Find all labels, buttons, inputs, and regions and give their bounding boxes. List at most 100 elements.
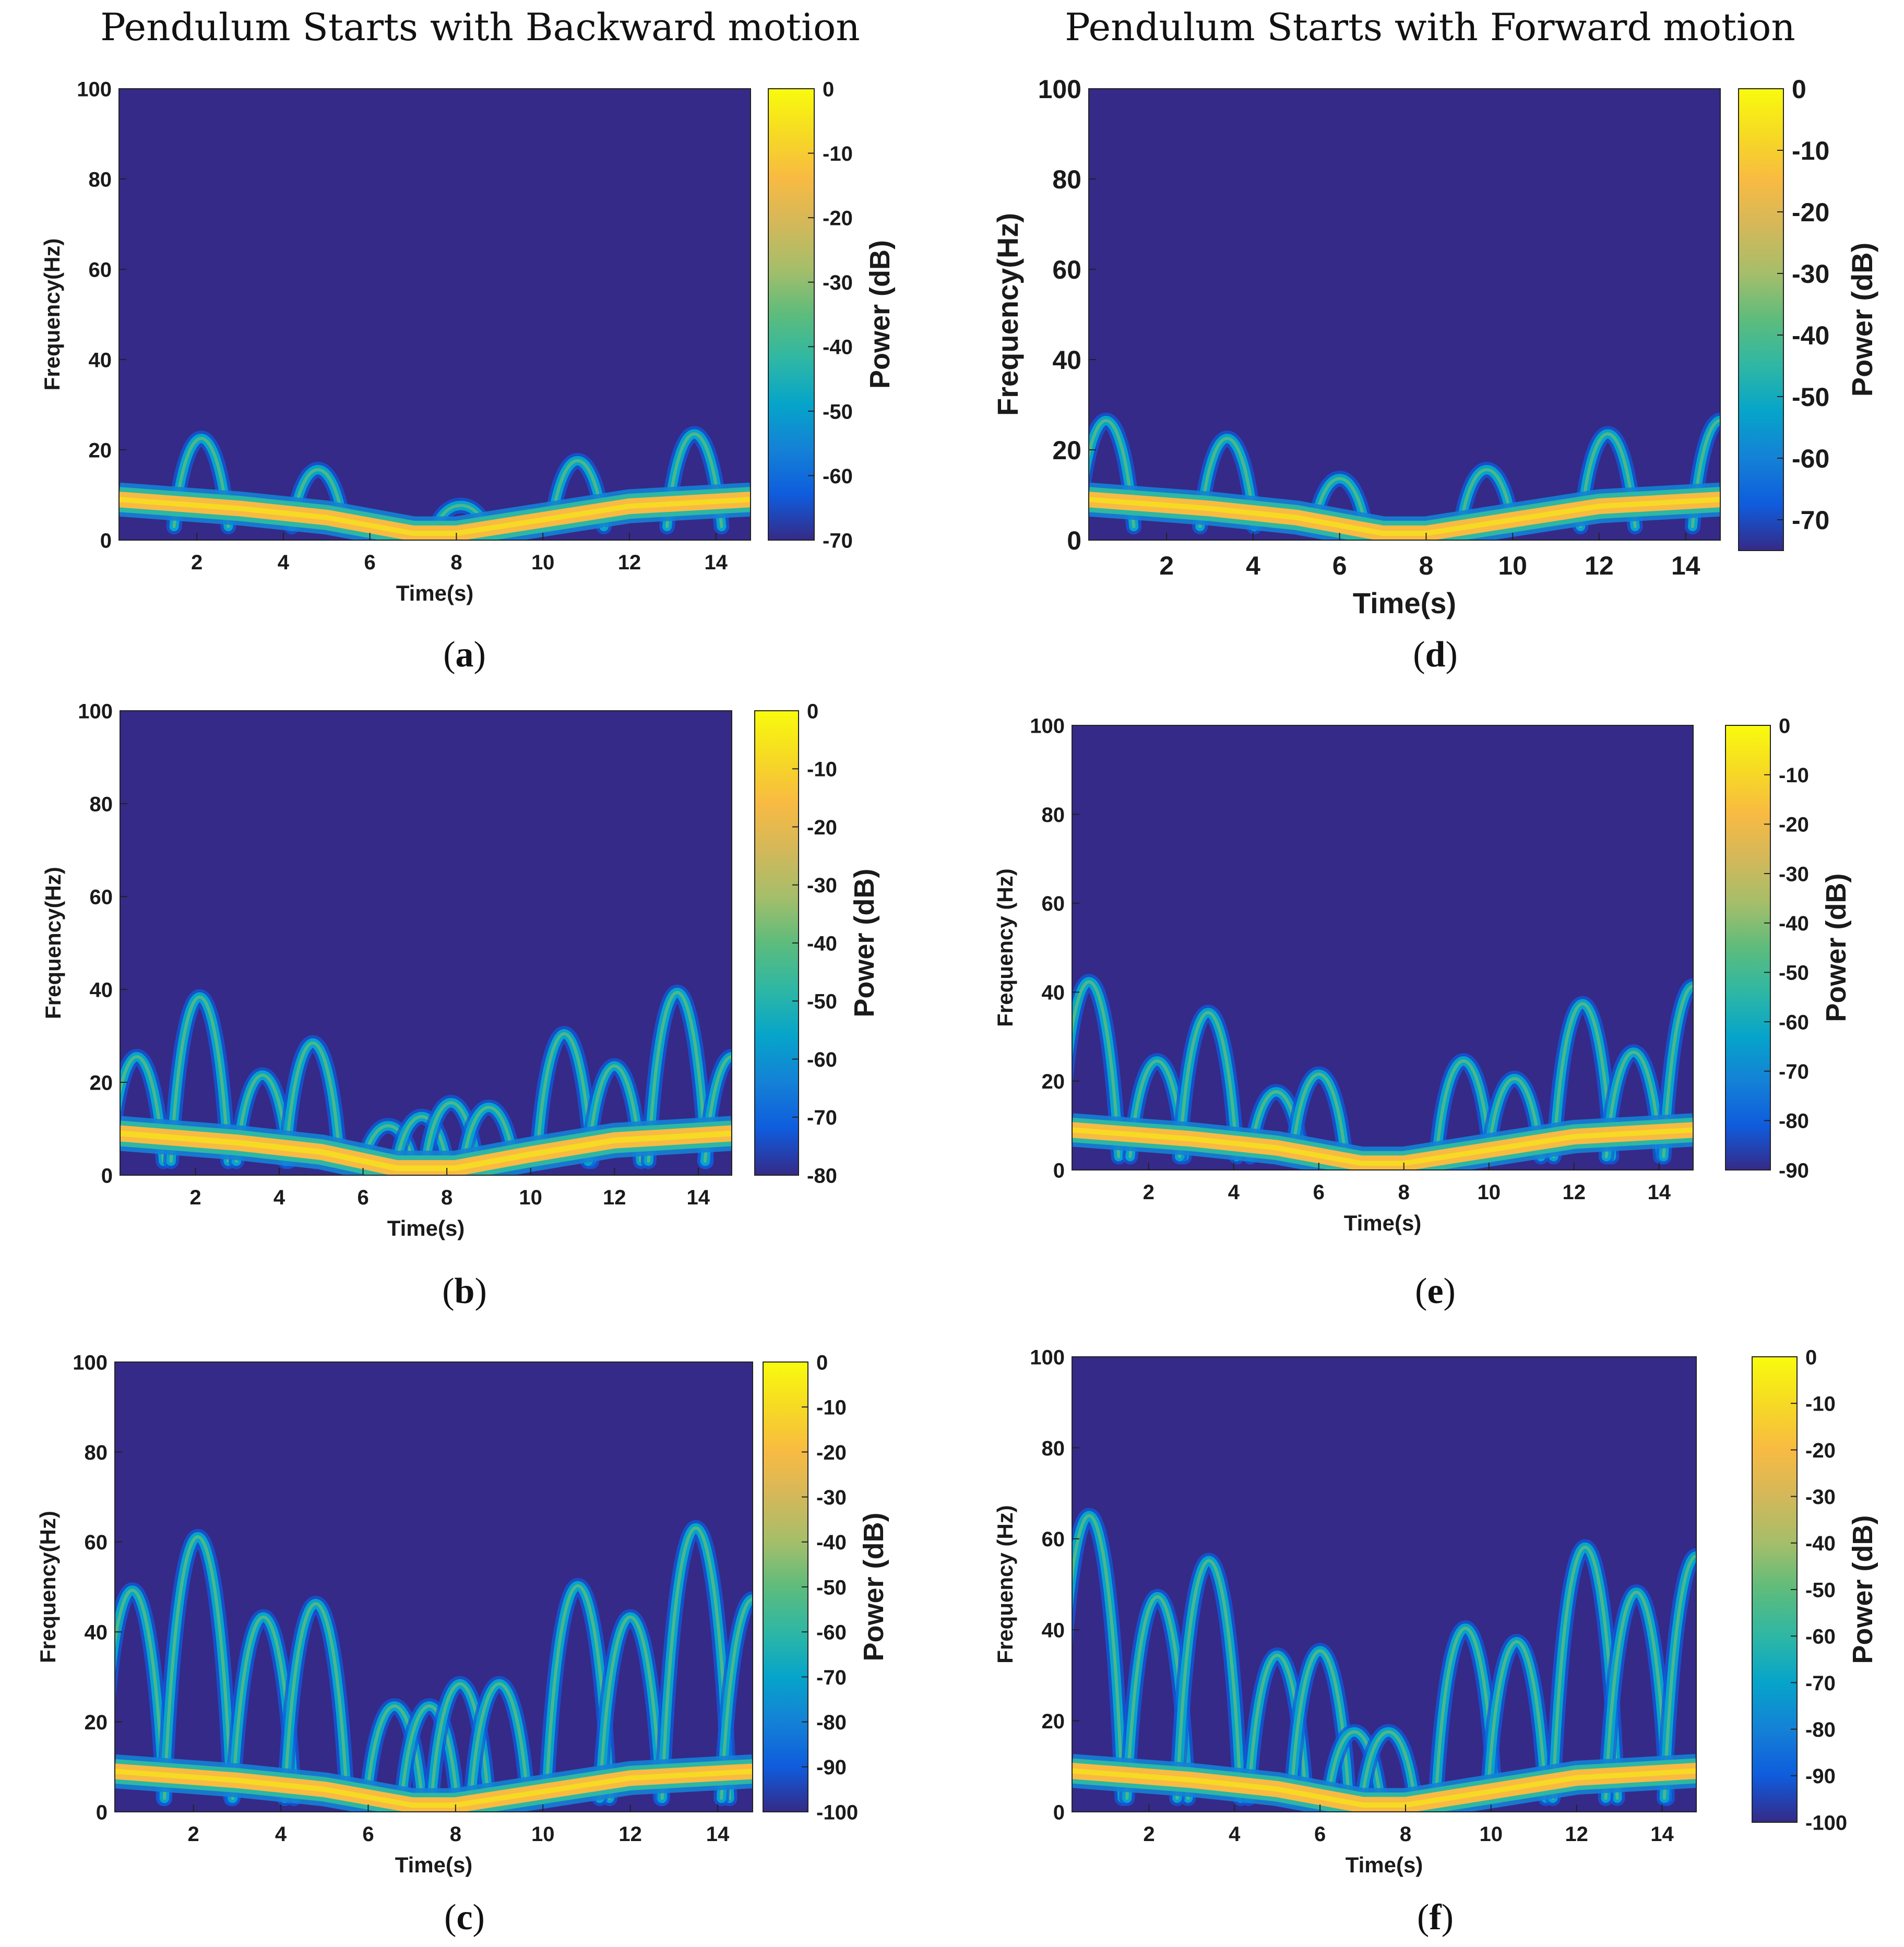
colorbar-tick-label: 0: [1792, 75, 1806, 104]
y-tick-label: 80: [1042, 804, 1065, 827]
y-tick-label: 40: [1052, 345, 1081, 375]
x-tick-label: 2: [1159, 551, 1174, 580]
colorbar-tick-label: -100: [1805, 1811, 1847, 1834]
colorbar-label: Power (dB): [1847, 1515, 1878, 1664]
colorbar-label: Power (dB): [849, 868, 880, 1017]
plot-frame: [120, 710, 732, 1176]
x-tick-label: 6: [357, 1186, 368, 1209]
x-tick-label: 2: [1143, 1823, 1155, 1846]
colorbar: [1738, 88, 1784, 551]
y-axis-label: Frequency (Hz): [993, 868, 1017, 1026]
plot-background: [1089, 89, 1720, 540]
y-tick-label: 100: [1030, 1346, 1065, 1369]
y-tick-label: 20: [89, 439, 112, 462]
x-tick-label: 10: [519, 1186, 542, 1209]
harmonic-arch-11-ridge: [660, 1526, 731, 1800]
caption-e: (e): [1415, 1271, 1456, 1311]
y-tick-label: 60: [90, 886, 113, 909]
panel-e: 2 4 6 8 10 12 14 0 20 40 60 80 100 Time(s) Frequency (…: [952, 710, 1904, 1242]
y-tick-label: 100: [73, 1351, 108, 1374]
fundamental-band-peak: [1072, 1127, 1693, 1166]
colorbar-tick-label: -50: [1792, 383, 1829, 412]
harmonic-arch-5-ridge: [1579, 432, 1637, 529]
colorbar-tick-label: -50: [807, 990, 837, 1013]
colorbar-tick-label: -70: [1805, 1672, 1836, 1695]
harmonic-arch-9-ridge: [1604, 1050, 1663, 1158]
y-tick-label: 20: [1042, 1710, 1065, 1733]
colorbar-tick-label: -10: [1792, 136, 1829, 165]
colorbar-tick-label: -30: [1779, 863, 1809, 886]
x-tick-label: 8: [450, 1823, 461, 1846]
harmonic-arch-4-ridge: [1459, 468, 1515, 529]
harmonic-arch-4-ridge: [283, 1602, 349, 1800]
colorbar-label: Power (dB): [1820, 873, 1852, 1022]
y-tick-label: 60: [1042, 1528, 1065, 1551]
right-column-title: Pendulum Starts with Forward motion: [1065, 5, 1795, 49]
x-tick-label: 6: [1332, 551, 1347, 580]
y-tick-label: 80: [1052, 165, 1081, 194]
x-tick-label: 8: [441, 1186, 453, 1209]
spectrogram-area: [1089, 413, 1720, 540]
x-tick-label: 14: [704, 551, 728, 574]
colorbar-tick-label: -40: [823, 336, 853, 359]
x-tick-label: 10: [1498, 551, 1527, 580]
colorbar-tick-label: -60: [816, 1621, 847, 1644]
colorbar-tick-label: -60: [823, 465, 853, 488]
y-tick-label: 100: [1030, 714, 1065, 737]
x-axis-label: Time(s): [1344, 1211, 1422, 1235]
colorbar-tick-label: -30: [823, 271, 853, 294]
colorbar-tick-label: -70: [823, 529, 853, 552]
caption-f: (f): [1417, 1897, 1454, 1938]
colorbar-tick-label: -50: [1805, 1579, 1836, 1602]
x-tick-label: 4: [1246, 551, 1260, 580]
x-tick-label: 8: [1398, 1181, 1410, 1204]
harmonic-arch-6-ridge: [1435, 1059, 1492, 1158]
x-tick-label: 2: [189, 1186, 201, 1209]
x-tick-label: 4: [1228, 1181, 1240, 1204]
x-tick-label: 8: [450, 551, 462, 574]
caption-b: (b): [442, 1271, 487, 1311]
y-tick-label: 40: [89, 349, 112, 372]
harmonic-arch-5-ridge: [1290, 1072, 1347, 1158]
panel-b: 2 4 6 8 10 12 14 0 20 40 60 80 100 Time(s) Frequency(H…: [0, 694, 939, 1240]
caption-d: (d): [1413, 635, 1458, 675]
panel-d: 2 4 6 8 10 12 14 0 20 40 60 80 100 Time(s) Frequency(H…: [952, 75, 1904, 619]
colorbar-tick-label: -80: [1805, 1718, 1836, 1741]
harmonic-arch-6-ridge: [400, 1704, 459, 1800]
plot-frame: [1072, 1356, 1697, 1812]
harmonic-arch-11-ridge: [647, 991, 708, 1163]
plot-frame: [114, 1361, 753, 1812]
colorbar-tick-label: -20: [1792, 198, 1829, 227]
caption-c: (c): [444, 1897, 485, 1938]
x-tick-label: 14: [706, 1823, 730, 1846]
colorbar-label: Power (dB): [858, 1512, 889, 1661]
y-axis-label: Frequency(Hz): [41, 867, 65, 1019]
harmonic-arch-1-ridge: [1072, 1514, 1124, 1800]
panel-a: 2 4 6 8 10 12 14 0 20 40 60 80 100 Time(s) Frequency(H…: [0, 78, 939, 611]
harmonic-arch-10-ridge: [586, 1064, 642, 1163]
colorbar-tick-label: -10: [807, 758, 837, 781]
x-tick-label: 14: [1650, 1823, 1674, 1846]
x-tick-label: 14: [1648, 1181, 1671, 1204]
plot-frame: [1088, 88, 1721, 541]
plot-frame: [118, 88, 751, 541]
spectrogram-area: [1072, 1508, 1696, 1812]
y-tick-label: 20: [85, 1711, 108, 1734]
harmonic-arch-2-ridge: [1198, 437, 1256, 529]
fundamental-band-peak: [120, 1130, 732, 1172]
colorbar-tick-label: -90: [1779, 1159, 1809, 1182]
colorbar-tick-label: -10: [1805, 1393, 1836, 1416]
y-tick-label: 20: [1052, 436, 1081, 465]
plot-frame: [1072, 725, 1694, 1170]
x-tick-label: 12: [618, 1823, 642, 1846]
y-tick-label: 100: [78, 700, 113, 723]
x-tick-label: 8: [1419, 551, 1434, 580]
spectrogram-area: [115, 1520, 753, 1812]
colorbar-tick-label: -20: [823, 207, 853, 230]
colorbar-tick-label: -10: [816, 1396, 847, 1419]
colorbar-tick-label: -40: [1805, 1532, 1836, 1555]
harmonic-arch-12-ridge: [703, 1055, 732, 1163]
y-tick-label: 80: [90, 793, 113, 816]
x-axis-label: Time(s): [396, 581, 474, 605]
